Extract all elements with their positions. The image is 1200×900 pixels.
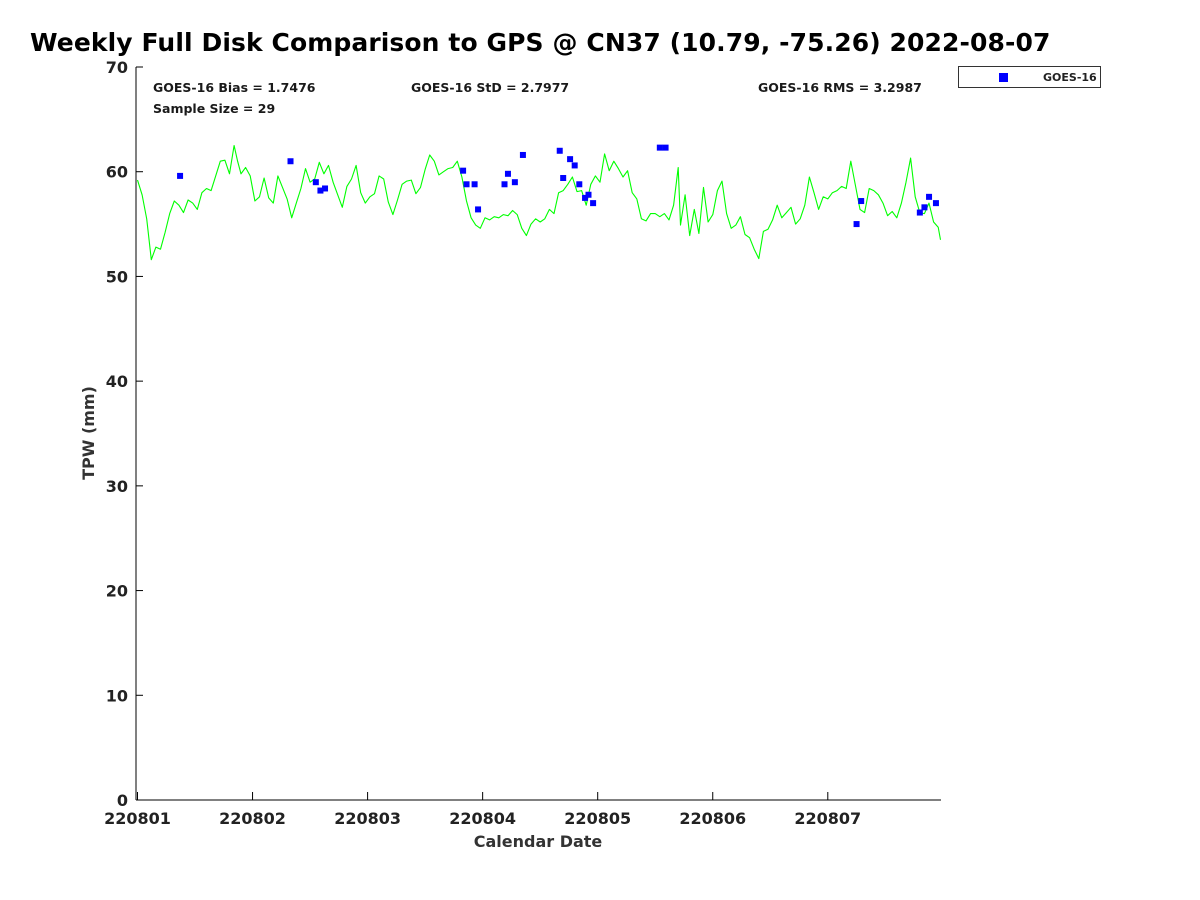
goes16-point [504, 170, 511, 177]
x-tick-label: 220804 [449, 809, 516, 828]
goes16-point [590, 200, 597, 207]
goes16-point [853, 221, 860, 228]
goes16-point [460, 167, 467, 174]
y-tick-label: 50 [106, 267, 128, 286]
gps-line [136, 144, 942, 261]
goes16-point [567, 156, 574, 163]
gps-series [136, 144, 942, 261]
goes16-point [656, 144, 663, 151]
x-tick-label: 220806 [679, 809, 746, 828]
y-tick-label: 40 [106, 372, 128, 391]
goes16-point [177, 172, 184, 179]
y-tick-label: 70 [106, 58, 128, 77]
goes16-point [576, 181, 583, 188]
goes16-point [921, 204, 928, 211]
goes16-point [317, 187, 324, 194]
x-tick-label: 220803 [334, 809, 401, 828]
y-tick-label: 60 [106, 163, 128, 182]
sample-size-stat: Sample Size = 29 [153, 101, 276, 116]
goes16-series [177, 144, 939, 228]
goes16-point [571, 162, 578, 169]
x-tick-label: 220802 [219, 809, 286, 828]
goes16-point [511, 179, 518, 186]
goes16-point [519, 151, 526, 158]
goes16-point [471, 181, 478, 188]
goes16-point [858, 198, 865, 205]
legend-goes16-label: GOES-16 [1043, 71, 1097, 84]
goes16-point [585, 191, 592, 198]
axes [135, 67, 941, 801]
goes16-point [322, 185, 329, 192]
y-tick-label: 0 [117, 791, 128, 810]
x-axis-label: Calendar Date [474, 832, 603, 851]
y-axis-label: TPW (mm) [79, 386, 98, 480]
goes16-point [916, 209, 923, 216]
x-tick-label: 220805 [564, 809, 631, 828]
ticks: 0 10 20 30 40 50 60 70 220801 220802 220803 220804 2… [104, 58, 861, 828]
goes16-point [556, 147, 563, 154]
chart-title: Weekly Full Disk Comparison to GPS @ CN3… [30, 28, 1051, 57]
y-tick-label: 10 [106, 686, 128, 705]
goes16-point [932, 200, 939, 207]
goes16-point [560, 174, 567, 181]
legend: GOES-16 [958, 66, 1101, 88]
std-stat: GOES-16 StD = 2.7977 [411, 80, 570, 95]
goes16-point [287, 158, 294, 165]
goes16-point [463, 181, 470, 188]
goes16-point [475, 206, 482, 213]
goes16-point [501, 181, 508, 188]
goes16-point [582, 194, 589, 201]
x-tick-label: 220801 [104, 809, 171, 828]
bias-stat: GOES-16 Bias = 1.7476 [153, 80, 316, 95]
goes16-point [662, 144, 669, 151]
x-tick-label: 220807 [794, 809, 861, 828]
goes16-point [926, 193, 933, 200]
y-tick-label: 20 [106, 582, 128, 601]
goes16-point [312, 179, 319, 186]
legend-goes16-marker [999, 73, 1008, 82]
y-tick-label: 30 [106, 477, 128, 496]
rms-stat: GOES-16 RMS = 3.2987 [758, 80, 922, 95]
